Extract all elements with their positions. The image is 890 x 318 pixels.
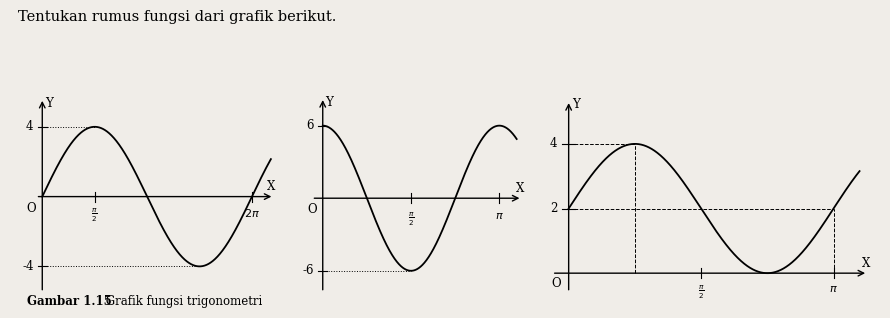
Text: Gambar 1.15: Gambar 1.15: [27, 295, 111, 308]
Text: Y: Y: [44, 97, 53, 110]
Text: 6: 6: [307, 119, 314, 132]
Text: $2\pi$: $2\pi$: [244, 207, 260, 219]
Text: 4: 4: [26, 120, 34, 133]
Text: Tentukan rumus fungsi dari grafik berikut.: Tentukan rumus fungsi dari grafik beriku…: [18, 10, 336, 24]
Text: X: X: [267, 180, 275, 193]
Text: Y: Y: [572, 98, 579, 111]
Text: $\frac{\pi}{2}$: $\frac{\pi}{2}$: [408, 211, 415, 228]
Text: $\frac{\pi}{2}$: $\frac{\pi}{2}$: [92, 207, 98, 225]
Text: Y: Y: [325, 96, 333, 109]
Text: X: X: [862, 257, 870, 270]
Text: O: O: [27, 202, 36, 215]
Text: O: O: [551, 277, 561, 290]
Text: -4: -4: [22, 260, 34, 273]
Text: O: O: [308, 203, 318, 216]
Text: $\pi$: $\pi$: [829, 284, 838, 294]
Text: 4: 4: [550, 137, 557, 150]
Text: 2: 2: [550, 202, 557, 215]
Text: X: X: [515, 182, 524, 195]
Text: $\pi$: $\pi$: [495, 211, 504, 221]
Text: $\frac{\pi}{2}$: $\frac{\pi}{2}$: [698, 284, 704, 301]
Text: -6: -6: [303, 264, 314, 277]
Text: Grafik fungsi trigonometri: Grafik fungsi trigonometri: [102, 295, 263, 308]
